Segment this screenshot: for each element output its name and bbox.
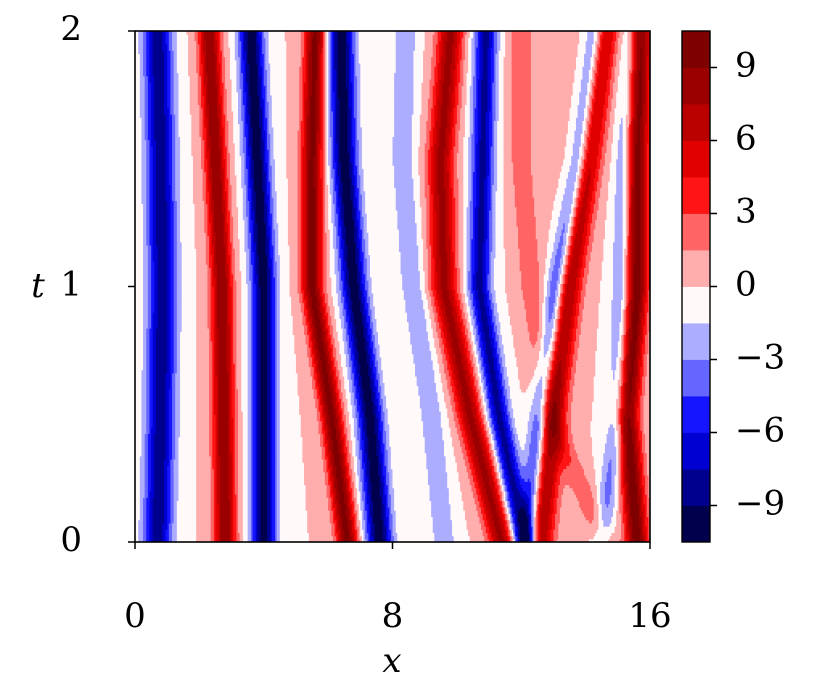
contour-field — [135, 31, 651, 543]
